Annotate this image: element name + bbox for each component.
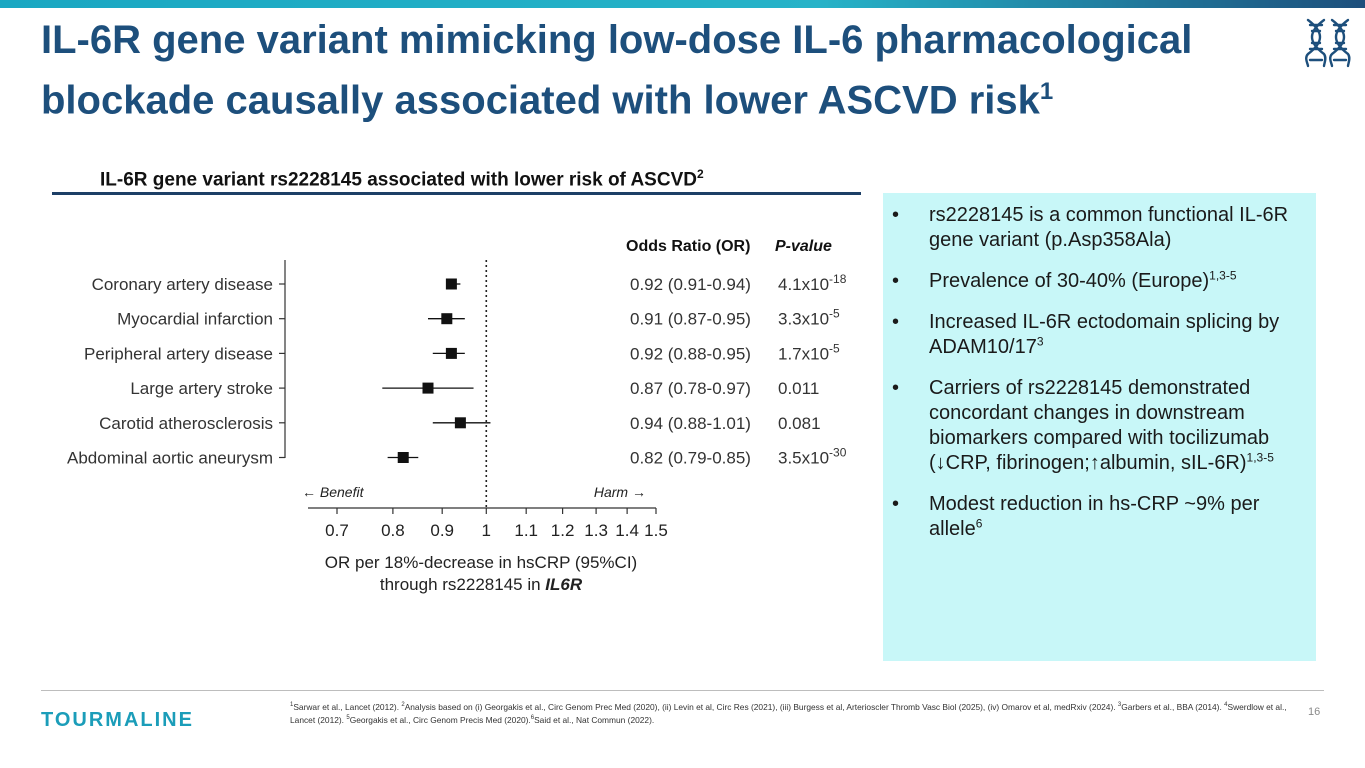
row-label: Abdominal aortic aneurysm bbox=[67, 449, 273, 468]
x-tick-label: 1.3 bbox=[584, 521, 608, 540]
or-value: 0.91 (0.87-0.95) bbox=[630, 310, 751, 329]
or-value: 0.87 (0.78-0.97) bbox=[630, 379, 751, 398]
company-logo: TOURMALINE bbox=[41, 709, 194, 731]
x-axis-title-line1: OR per 18%-decrease in hsCRP (95%CI) bbox=[325, 553, 637, 572]
key-point-item: • Increased IL-6R ectodomain splicing by … bbox=[883, 310, 1316, 360]
x-tick-label: 1 bbox=[482, 521, 491, 540]
benefit-label: ← Benefit bbox=[302, 484, 365, 500]
point-estimate bbox=[397, 452, 409, 463]
p-value-exponent: -30 bbox=[829, 446, 847, 460]
footer-divider bbox=[41, 690, 1324, 691]
reference-number: 3 bbox=[1117, 702, 1122, 708]
reference-text: Analysis based on (i) Georgakis et al., … bbox=[404, 701, 1118, 712]
p-value-exponent: -5 bbox=[829, 307, 840, 321]
or-value: 0.92 (0.91-0.94) bbox=[630, 275, 751, 294]
x-tick-label: 0.8 bbox=[381, 521, 405, 540]
reference-text: Garbers et al., BBA (2014). bbox=[1121, 701, 1225, 712]
p-value: 0.081 bbox=[778, 414, 821, 433]
row-label: Large artery stroke bbox=[130, 379, 273, 398]
chart-heading: IL-6R gene variant rs2228145 associated … bbox=[100, 167, 704, 191]
x-tick-label: 0.7 bbox=[325, 521, 349, 540]
bullet-marker: • bbox=[892, 311, 900, 333]
row-label: Coronary artery disease bbox=[92, 275, 273, 294]
top-accent-bar bbox=[0, 0, 1365, 8]
or-value: 0.92 (0.88-0.95) bbox=[630, 344, 751, 363]
point-estimate bbox=[445, 347, 457, 359]
key-points-list: • rs2228145 is a common functional IL-6R … bbox=[883, 203, 1316, 558]
p-value-base: 3.5x10 bbox=[778, 449, 829, 468]
reference-text: Swerdlow et al., Lancet (2012). bbox=[290, 701, 1287, 725]
p-value: 3.3x10-5 bbox=[778, 307, 840, 329]
row-label: Peripheral artery disease bbox=[84, 344, 273, 363]
key-point-item: • rs2228145 is a common functional IL-6R … bbox=[883, 203, 1316, 253]
key-point-text: Carriers of rs2228145 demonstrated conco… bbox=[929, 377, 1270, 474]
reference-number: 4 bbox=[1224, 702, 1228, 708]
page-number: 16 bbox=[1308, 706, 1321, 718]
chart-heading-underline bbox=[52, 192, 861, 195]
reference-number: 1 bbox=[290, 702, 294, 708]
key-point-citation: 1,3-5 bbox=[1209, 268, 1237, 283]
or-value: 0.82 (0.79-0.85) bbox=[630, 449, 751, 468]
p-value: 0.011 bbox=[778, 379, 819, 398]
reference-text: Sarwar et al., Lancet (2012). bbox=[293, 701, 402, 712]
p-value-base: 0.081 bbox=[778, 414, 821, 433]
reference-number: 5 bbox=[346, 714, 350, 721]
key-point-item: • Prevalence of 30-40% (Europe)1,3-5 bbox=[883, 269, 1316, 294]
key-point-text: Modest reduction in hs-CRP ~9% per allel… bbox=[929, 493, 1260, 540]
key-point-citation: 3 bbox=[1036, 334, 1044, 349]
key-point-text: Prevalence of 30-40% (Europe) bbox=[929, 270, 1210, 292]
key-point-citation: 1,3-5 bbox=[1246, 450, 1274, 465]
x-tick-label: 1.4 bbox=[615, 521, 639, 540]
bullet-marker: • bbox=[892, 270, 900, 292]
point-estimate bbox=[445, 278, 457, 290]
p-value-base: 3.3x10 bbox=[778, 310, 829, 329]
or-value: 0.94 (0.88-1.01) bbox=[630, 414, 751, 433]
row-label: Carotid atherosclerosis bbox=[99, 414, 273, 433]
reference-text: Said et al., Nat Commun (2022). bbox=[534, 714, 655, 725]
bullet-marker: • bbox=[892, 204, 900, 226]
p-value-base: 4.1x10 bbox=[778, 275, 829, 294]
x-tick-label: 1.5 bbox=[644, 521, 668, 540]
harm-label: Harm → bbox=[594, 484, 646, 500]
row-label: Myocardial infarction bbox=[117, 310, 273, 329]
p-value-base: 1.7x10 bbox=[778, 344, 829, 363]
reference-text: Georgakis et al., Circ Genom Precis Med … bbox=[349, 714, 531, 725]
x-tick-label: 1.1 bbox=[514, 521, 538, 540]
point-estimate bbox=[441, 313, 453, 325]
p-value: 1.7x10-5 bbox=[778, 341, 840, 363]
p-value: 4.1x10-18 bbox=[778, 272, 847, 294]
point-estimate bbox=[454, 417, 466, 429]
or-column-header: Odds Ratio (OR) bbox=[626, 238, 750, 255]
forest-plot: Odds Ratio (OR) P-value Coronary artery di… bbox=[67, 238, 847, 594]
key-point-text: Increased IL-6R ectodomain splicing by A… bbox=[929, 311, 1280, 358]
p-value: 3.5x10-30 bbox=[778, 446, 847, 468]
slide-title: IL-6R gene variant mimicking low-dose IL… bbox=[41, 18, 1193, 123]
key-point-item: • Carriers of rs2228145 demonstrated conc… bbox=[883, 376, 1316, 476]
key-point-item: • Modest reduction in hs-CRP ~9% per alle… bbox=[883, 492, 1316, 542]
p-value-exponent: -5 bbox=[829, 341, 840, 355]
bullet-marker: • bbox=[892, 493, 900, 515]
reference-number: 2 bbox=[401, 702, 405, 708]
x-tick-label: 1.2 bbox=[551, 521, 575, 540]
dna-helix-icon bbox=[1305, 18, 1351, 68]
p-column-header: P-value bbox=[775, 238, 832, 255]
key-point-text: rs2228145 is a common functional IL-6R g… bbox=[929, 204, 1289, 251]
p-value-base: 0.011 bbox=[778, 379, 819, 398]
x-axis-title-line2: through rs2228145 in IL6R bbox=[380, 575, 583, 594]
bullet-marker: • bbox=[892, 377, 900, 399]
x-axis-title-gene: IL6R bbox=[545, 575, 583, 594]
x-axis-title-prefix: through rs2228145 in bbox=[380, 575, 545, 594]
point-estimate bbox=[422, 382, 434, 394]
p-value-exponent: -18 bbox=[829, 272, 847, 286]
key-point-citation: 6 bbox=[975, 516, 983, 531]
reference-number: 6 bbox=[530, 714, 535, 721]
key-points-panel: • rs2228145 is a common functional IL-6R … bbox=[883, 193, 1316, 661]
x-tick-label: 0.9 bbox=[430, 521, 454, 540]
references: 1Sarwar et al., Lancet (2012). 2Analysis… bbox=[290, 700, 1300, 726]
